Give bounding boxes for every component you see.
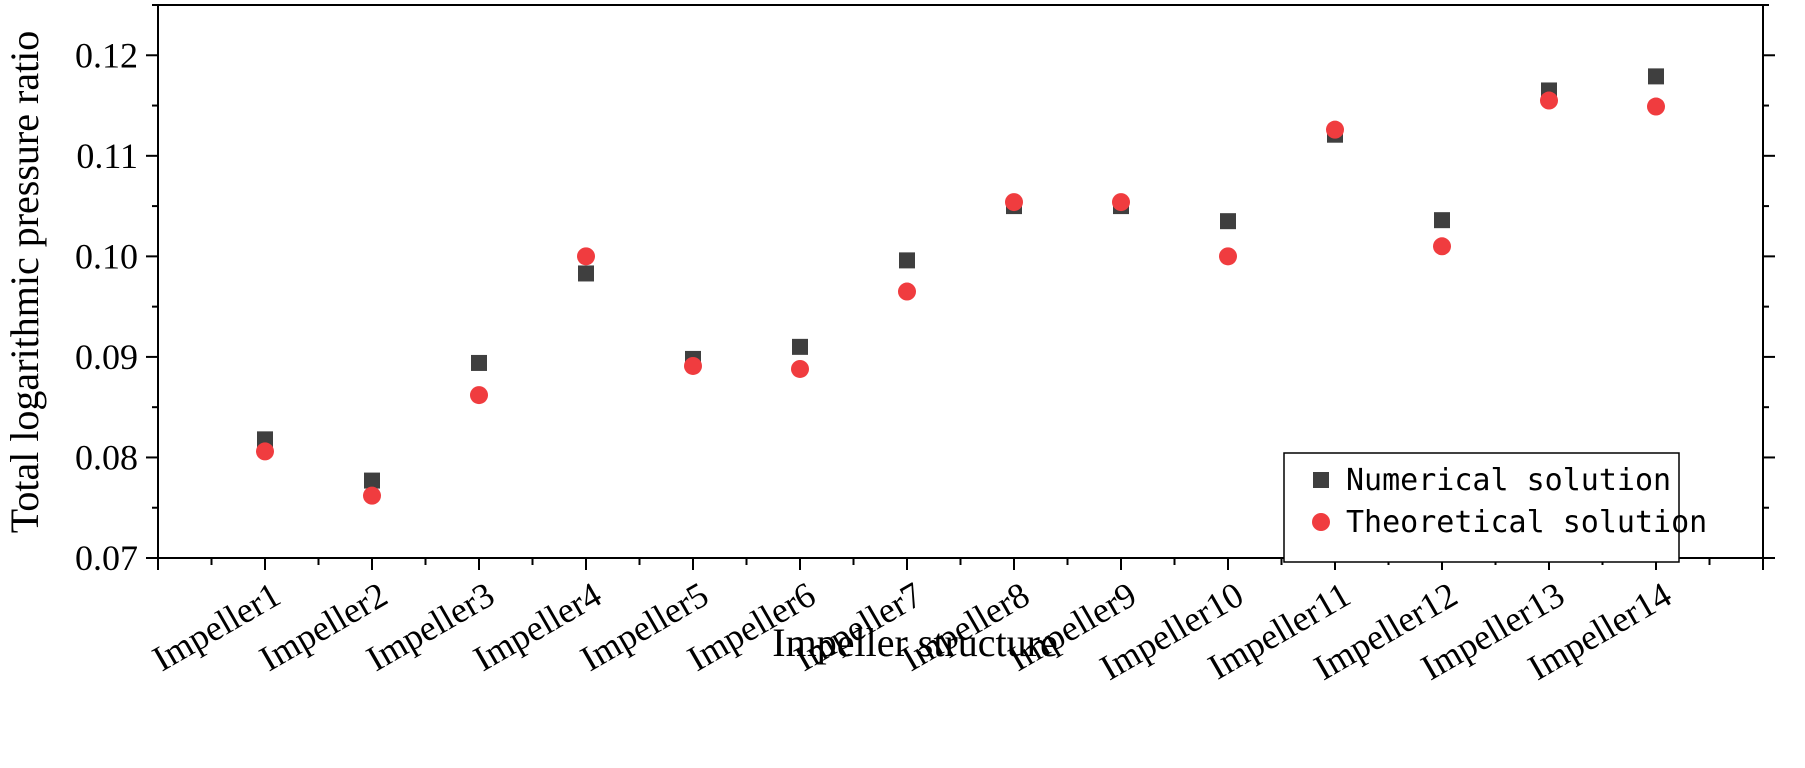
theoretical-point (1540, 91, 1558, 110)
y-tick-label: 0.12 (75, 35, 138, 75)
theoretical-point (791, 359, 809, 378)
numerical-point (471, 354, 487, 371)
legend: Numerical solution Theoretical solution (1283, 452, 1707, 563)
legend-box (1283, 452, 1680, 563)
numerical-point (792, 338, 808, 355)
theoretical-point (577, 247, 595, 266)
legend-marker-numerical (1313, 472, 1329, 488)
x-axis-title: Impeller structure (772, 620, 1057, 665)
legend-label-numerical: Numerical solution (1346, 463, 1671, 498)
series-numerical-solution (257, 68, 1664, 489)
series-theoretical-solution (256, 91, 1665, 505)
theoretical-point (256, 442, 274, 461)
numerical-point (1220, 213, 1236, 230)
theoretical-point (1326, 120, 1344, 139)
theoretical-point (898, 282, 916, 301)
theoretical-point (470, 386, 488, 405)
numerical-point (1648, 68, 1664, 85)
series-layer (256, 68, 1665, 505)
y-tick-label: 0.09 (75, 337, 138, 377)
numerical-point (578, 265, 594, 282)
theoretical-point (1433, 237, 1451, 256)
theoretical-point (1112, 193, 1130, 212)
numerical-point (257, 431, 273, 448)
y-tick-label: 0.10 (75, 236, 138, 276)
y-tick-label: 0.11 (76, 136, 138, 176)
theoretical-point (684, 356, 702, 375)
theoretical-point (1005, 193, 1023, 212)
theoretical-point (1219, 247, 1237, 266)
y-axis-title: Total logarithmic pressure ratio (2, 31, 47, 534)
numerical-point (364, 472, 380, 489)
theoretical-point (363, 486, 381, 505)
y-tick-label: 0.07 (75, 538, 138, 578)
y-axis: 0.07 0.08 0.09 0.10 0.11 0.12 (75, 4, 1775, 578)
legend-marker-theoretical (1312, 513, 1330, 531)
y-tick-label: 0.08 (75, 437, 138, 477)
numerical-point (899, 252, 915, 269)
numerical-point (1434, 212, 1450, 229)
legend-label-theoretical: Theoretical solution (1346, 505, 1707, 540)
theoretical-point (1647, 97, 1665, 116)
